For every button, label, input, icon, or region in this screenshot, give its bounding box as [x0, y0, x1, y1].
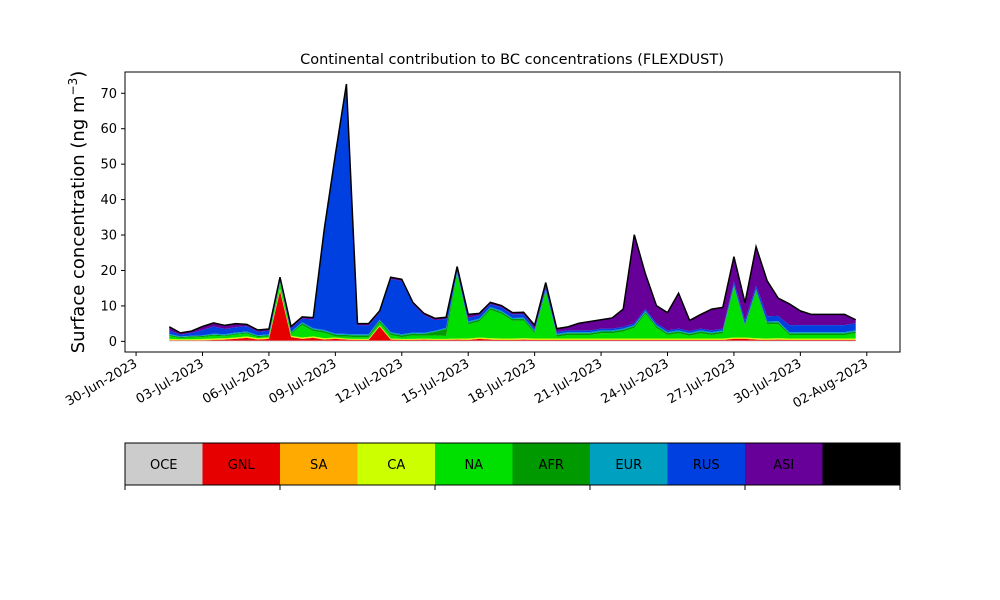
x-tick-label: 12-Jul-2023 [333, 356, 406, 407]
legend-swatch-oce [125, 443, 203, 485]
legend-border [124, 442, 901, 486]
y-tick-label: 60 [100, 122, 117, 137]
plot-border [124, 71, 901, 353]
x-tick-label: 03-Jul-2023 [134, 356, 207, 407]
y-tick-label: 70 [100, 87, 117, 102]
legend-swatch-na [435, 443, 513, 485]
y-axis-label-exponent: −3 [66, 78, 80, 96]
y-tick-label: 20 [100, 264, 117, 279]
legend-label: GNL [228, 458, 256, 473]
y-tick-label: 30 [100, 229, 117, 244]
x-tick-label: 21-Jul-2023 [532, 356, 605, 407]
y-axis: 0 10 20 30 40 50 60 70 [100, 87, 125, 350]
legend-label: AFR [539, 458, 564, 473]
plot-area [124, 71, 901, 353]
x-tick-label: 02-Aug-2023 [790, 356, 870, 411]
area-rus [169, 85, 856, 337]
area-afr [169, 272, 856, 339]
y-axis-label-main: Surface concentration (ng m [68, 95, 89, 353]
area-asi [169, 84, 856, 335]
legend-label: EUR [615, 458, 642, 473]
legend-swatch-eur [590, 443, 668, 485]
total-line [168, 83, 857, 334]
legend-label: AUS [848, 458, 875, 473]
x-tick-label: 24-Jul-2023 [599, 356, 672, 407]
x-axis: 30-Jun-202303-Jul-202306-Jul-202309-Jul-… [63, 352, 871, 412]
legend-swatch-aus [822, 443, 900, 485]
legend-label: ASI [773, 458, 794, 473]
chart-title: Continental contribution to BC concentra… [300, 52, 724, 68]
legend-label: RUS [693, 458, 720, 473]
legend-swatch-afr [512, 443, 590, 485]
legend-label: NA [464, 458, 483, 473]
x-tick-label: 30-Jun-2023 [63, 356, 140, 409]
area-oce [169, 340, 856, 342]
x-tick-label: 15-Jul-2023 [399, 356, 472, 407]
legend-swatch-rus [667, 443, 745, 485]
area-eur [169, 271, 856, 338]
legend-swatch-gnl [202, 443, 280, 485]
legend-swatch-ca [357, 443, 435, 485]
x-tick-label: 27-Jul-2023 [665, 356, 738, 407]
y-tick-label: 50 [100, 158, 117, 173]
y-axis-label: Surface concentration (ng m−3) [66, 71, 89, 354]
y-axis-label-close: ) [68, 71, 89, 78]
x-tick-label: 09-Jul-2023 [267, 356, 340, 407]
legend-swatch-sa [280, 443, 358, 485]
y-tick-label: 40 [100, 193, 117, 208]
legend-label: SA [310, 458, 327, 473]
y-tick-label: 0 [109, 335, 117, 350]
area-na [169, 274, 856, 340]
stack-layers [169, 84, 856, 342]
legend-label: CA [387, 458, 405, 473]
legend-label: OCE [150, 458, 178, 473]
legend-colorbar: OCE GNL SA CA NA AFR EUR RUS ASI AUS [124, 442, 901, 490]
legend-swatch-asi [745, 443, 823, 485]
x-tick-label: 18-Jul-2023 [466, 356, 539, 407]
x-tick-label: 06-Jul-2023 [200, 356, 273, 407]
y-tick-label: 10 [100, 299, 117, 314]
